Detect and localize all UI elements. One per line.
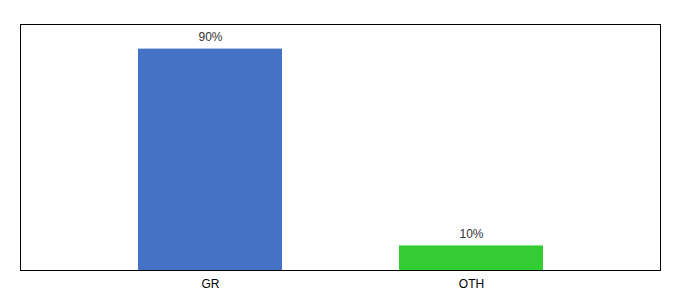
svg-text:10%: 10% [459, 227, 483, 241]
svg-text:GR: GR [202, 277, 220, 291]
svg-text:90%: 90% [198, 30, 222, 44]
svg-text:OTH: OTH [459, 277, 484, 291]
